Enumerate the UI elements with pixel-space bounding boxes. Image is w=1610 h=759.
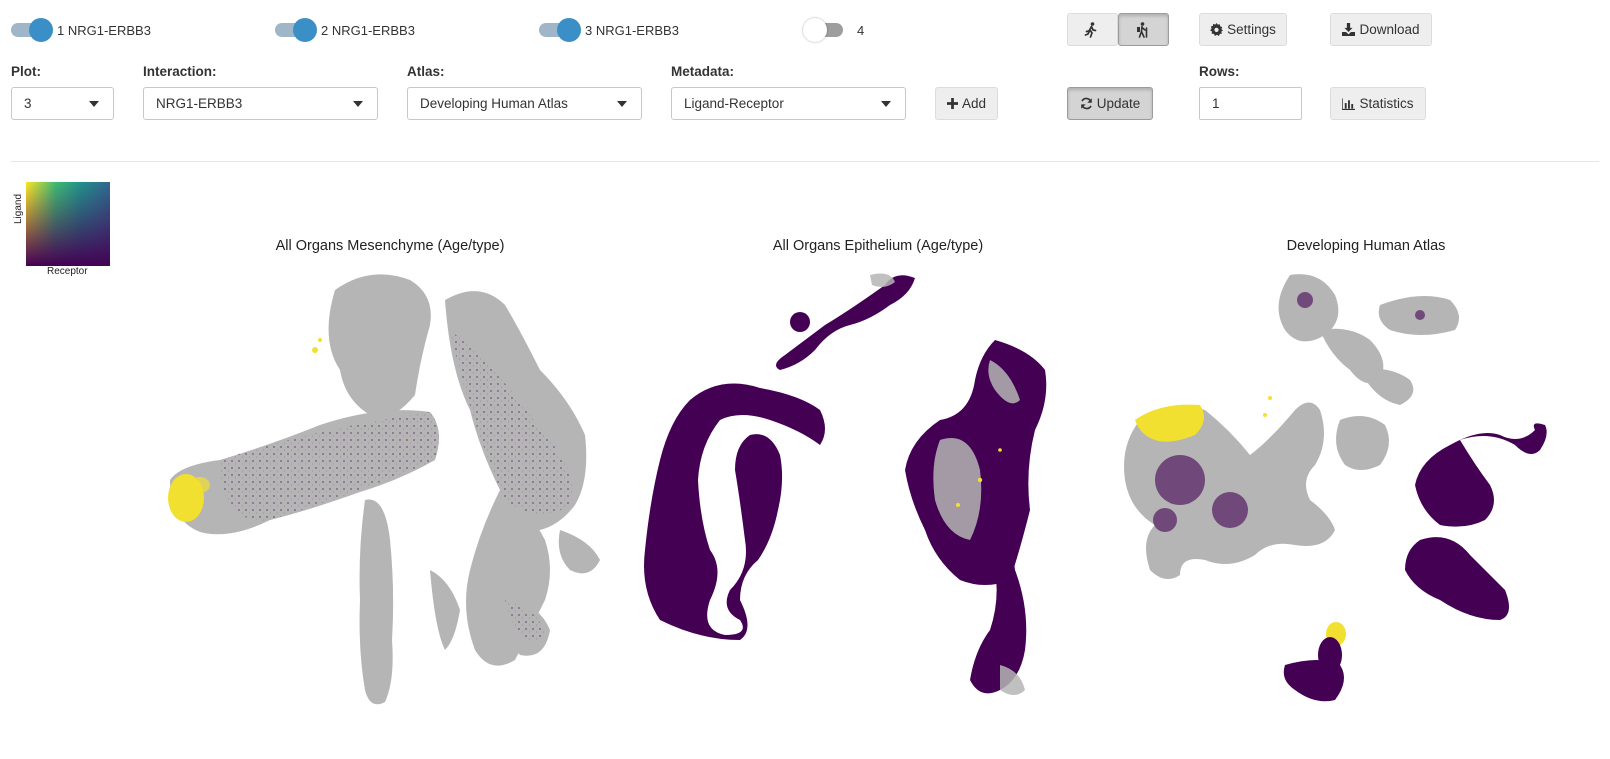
legend-y-label: Ligand bbox=[13, 193, 24, 224]
plus-icon bbox=[946, 98, 958, 109]
chevron-down-icon bbox=[89, 101, 99, 107]
plot-title-epithelium: All Organs Epithelium (Age/type) bbox=[772, 238, 984, 254]
toggle-switch[interactable] bbox=[275, 18, 317, 42]
toggle-switch[interactable] bbox=[539, 18, 581, 42]
download-button[interactable]: Download bbox=[1330, 13, 1432, 46]
bar-chart-icon bbox=[1342, 97, 1356, 110]
umap-plot-developing-atlas bbox=[1124, 274, 1547, 702]
plot-select[interactable]: 3 bbox=[11, 87, 114, 120]
umap-plot-mesenchyme bbox=[168, 274, 600, 705]
bivariate-color-legend bbox=[26, 182, 110, 266]
add-label: Add bbox=[961, 96, 987, 111]
toggle-label: 1 NRG1-ERBB3 bbox=[57, 22, 151, 38]
metadata-label: Metadata: bbox=[671, 64, 735, 79]
run-mode-button[interactable] bbox=[1067, 13, 1118, 46]
toggle-switch[interactable] bbox=[11, 18, 53, 42]
plot-title-mesenchyme: All Organs Mesenchyme (Age/type) bbox=[275, 238, 505, 254]
update-label: Update bbox=[1096, 96, 1141, 111]
download-label: Download bbox=[1359, 22, 1420, 37]
interaction-select-value: NRG1-ERBB3 bbox=[156, 96, 243, 111]
toggle-label: 3 NRG1-ERBB3 bbox=[585, 22, 679, 38]
atlas-select[interactable]: Developing Human Atlas bbox=[407, 87, 642, 120]
plot-select-value: 3 bbox=[24, 96, 32, 111]
walk-mode-button[interactable] bbox=[1118, 13, 1169, 46]
settings-label: Settings bbox=[1227, 22, 1276, 37]
rows-label: Rows: bbox=[1199, 64, 1240, 79]
statistics-label: Statistics bbox=[1359, 96, 1414, 111]
plot-title-developing-atlas: Developing Human Atlas bbox=[1286, 238, 1446, 254]
gear-icon bbox=[1210, 23, 1224, 36]
interaction-select[interactable]: NRG1-ERBB3 bbox=[143, 87, 378, 120]
toggle-label: 2 NRG1-ERBB3 bbox=[321, 22, 415, 38]
interaction-label: Interaction: bbox=[143, 64, 217, 79]
divider bbox=[11, 161, 1599, 162]
rows-input[interactable] bbox=[1199, 87, 1302, 120]
plot-toggle-4[interactable]: 4 bbox=[803, 18, 864, 42]
download-icon bbox=[1342, 23, 1356, 36]
metadata-select[interactable]: Ligand-Receptor bbox=[671, 87, 906, 120]
chevron-down-icon bbox=[353, 101, 363, 107]
metadata-select-value: Ligand-Receptor bbox=[684, 96, 784, 111]
toggle-switch[interactable] bbox=[803, 18, 845, 42]
umap-plot-epithelium bbox=[644, 273, 1047, 695]
atlas-label: Atlas: bbox=[407, 64, 445, 79]
add-button[interactable]: Add bbox=[935, 87, 998, 120]
chevron-down-icon bbox=[881, 101, 891, 107]
plot-toggle-2[interactable]: 2 NRG1-ERBB3 bbox=[275, 18, 415, 42]
person-hiking-icon bbox=[1136, 21, 1147, 38]
chevron-down-icon bbox=[617, 101, 627, 107]
plot-toggle-3[interactable]: 3 NRG1-ERBB3 bbox=[539, 18, 679, 42]
settings-button[interactable]: Settings bbox=[1199, 13, 1287, 46]
statistics-button[interactable]: Statistics bbox=[1330, 87, 1426, 120]
toggle-label: 4 bbox=[857, 22, 865, 38]
plot-toggle-1[interactable]: 1 NRG1-ERBB3 bbox=[11, 18, 151, 42]
atlas-select-value: Developing Human Atlas bbox=[420, 96, 568, 111]
legend-x-label: Receptor bbox=[47, 266, 88, 277]
refresh-icon bbox=[1080, 97, 1092, 110]
update-button[interactable]: Update bbox=[1067, 87, 1153, 120]
plot-label: Plot: bbox=[11, 64, 41, 79]
person-running-icon bbox=[1084, 21, 1096, 38]
